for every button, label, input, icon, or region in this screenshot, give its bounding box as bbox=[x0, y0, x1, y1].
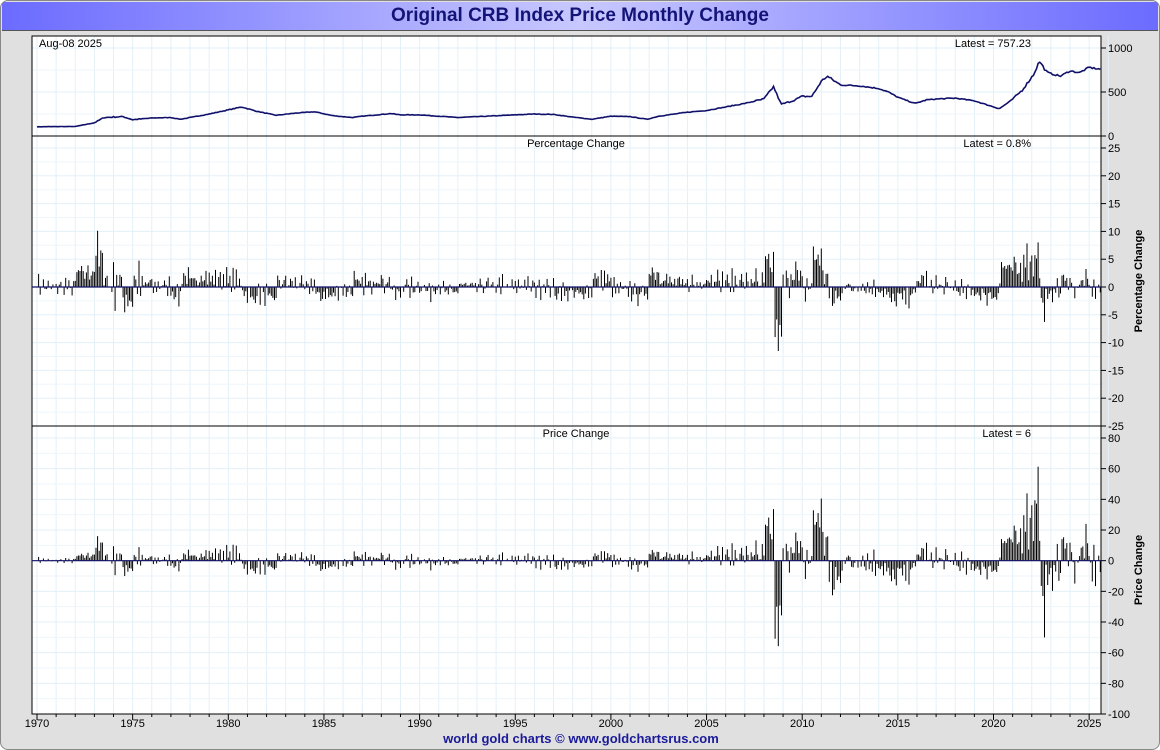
y-tick-label: 40 bbox=[1108, 494, 1120, 506]
y-tick-label: 1000 bbox=[1108, 43, 1132, 55]
latest-label: Latest = 757.23 bbox=[955, 38, 1031, 50]
x-tick-label: 1970 bbox=[25, 718, 49, 730]
y-tick-label: -60 bbox=[1108, 648, 1124, 660]
plot-area bbox=[32, 36, 1101, 714]
y-tick-label: -25 bbox=[1108, 421, 1124, 433]
x-tick-label: 1995 bbox=[503, 718, 527, 730]
y-tick-label: -40 bbox=[1108, 617, 1124, 629]
x-tick-label: 1980 bbox=[216, 718, 240, 730]
y-axis-label: Percentage Change bbox=[1133, 230, 1145, 333]
y-tick-label: 60 bbox=[1108, 464, 1120, 476]
y-tick-label: -100 bbox=[1108, 709, 1130, 721]
x-tick-label: 2005 bbox=[694, 718, 718, 730]
date-label: Aug-08 2025 bbox=[39, 38, 102, 50]
y-tick-label: -10 bbox=[1108, 338, 1124, 350]
panel-border bbox=[31, 425, 1102, 715]
y-tick-label: -80 bbox=[1108, 678, 1124, 690]
latest-label: Latest = 6 bbox=[982, 428, 1031, 440]
y-tick-label: 0 bbox=[1108, 556, 1114, 568]
y-tick-label: 80 bbox=[1108, 433, 1120, 445]
y-tick-label: 20 bbox=[1108, 525, 1120, 537]
footer-credit: world gold charts © www.goldchartsrus.co… bbox=[443, 731, 719, 746]
y-tick-label: -5 bbox=[1108, 310, 1118, 322]
y-tick-label: 500 bbox=[1108, 87, 1126, 99]
latest-label: Latest = 0.8% bbox=[963, 138, 1031, 150]
chart-title: Original CRB Index Price Monthly Change bbox=[2, 2, 1158, 31]
x-tick-label: 1990 bbox=[407, 718, 431, 730]
x-tick-label: 1975 bbox=[120, 718, 144, 730]
x-tick-label: 2025 bbox=[1077, 718, 1101, 730]
y-tick-label: 5 bbox=[1108, 254, 1114, 266]
y-tick-label: 0 bbox=[1108, 131, 1114, 143]
x-tick-label: 2015 bbox=[886, 718, 910, 730]
crb-price-line bbox=[36, 61, 1101, 128]
panel-title: Percentage Change bbox=[527, 138, 625, 150]
x-tick-label: 2000 bbox=[599, 718, 623, 730]
x-tick-label: 2020 bbox=[981, 718, 1005, 730]
x-tick-label: 1985 bbox=[312, 718, 336, 730]
y-tick-label: 10 bbox=[1108, 226, 1120, 238]
y-tick-label: -20 bbox=[1108, 393, 1124, 405]
y-tick-label: 15 bbox=[1108, 199, 1120, 211]
y-tick-label: -15 bbox=[1108, 365, 1124, 377]
x-tick-label: 2010 bbox=[790, 718, 814, 730]
panel-title: Price Change bbox=[543, 428, 610, 440]
y-axis-label: Price Change bbox=[1133, 535, 1145, 605]
y-tick-label: -20 bbox=[1108, 586, 1124, 598]
y-tick-label: 0 bbox=[1108, 282, 1114, 294]
y-tick-label: 20 bbox=[1108, 171, 1120, 183]
y-tick-label: 25 bbox=[1108, 143, 1120, 155]
